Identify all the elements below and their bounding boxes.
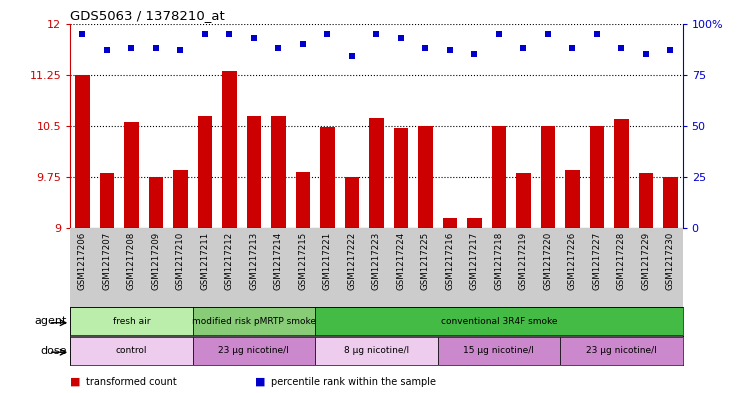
Text: 15 μg nicotine/l: 15 μg nicotine/l	[463, 346, 534, 355]
Text: GSM1217229: GSM1217229	[641, 232, 650, 290]
Text: GSM1217214: GSM1217214	[274, 232, 283, 290]
Text: dose: dose	[40, 346, 66, 356]
Bar	[315, 336, 438, 365]
Bar	[443, 218, 458, 228]
Text: GSM1217218: GSM1217218	[494, 232, 503, 290]
Text: GSM1217209: GSM1217209	[151, 232, 160, 290]
Bar	[70, 336, 193, 365]
Text: ■: ■	[255, 377, 265, 387]
Text: GDS5063 / 1378210_at: GDS5063 / 1378210_at	[70, 9, 225, 22]
Point	[77, 31, 89, 37]
Point	[224, 31, 235, 37]
Text: GSM1217210: GSM1217210	[176, 232, 184, 290]
Text: 23 μg nicotine/l: 23 μg nicotine/l	[218, 346, 289, 355]
Text: GSM1217207: GSM1217207	[103, 232, 111, 290]
Text: GSM1217211: GSM1217211	[201, 232, 210, 290]
Bar	[560, 336, 683, 365]
Bar	[590, 126, 604, 228]
Point	[517, 45, 529, 51]
Point	[664, 47, 676, 53]
Point	[395, 35, 407, 41]
Bar	[246, 116, 261, 228]
Bar	[70, 307, 193, 335]
Bar	[614, 119, 629, 228]
Text: GSM1217222: GSM1217222	[348, 232, 356, 290]
Point	[419, 45, 431, 51]
Point	[567, 45, 579, 51]
Text: GSM1217213: GSM1217213	[249, 232, 258, 290]
Point	[272, 45, 284, 51]
Text: control: control	[116, 346, 147, 355]
Text: GSM1217208: GSM1217208	[127, 232, 136, 290]
Bar	[315, 307, 683, 335]
Point	[322, 31, 334, 37]
Bar	[540, 126, 555, 228]
Text: GSM1217230: GSM1217230	[666, 232, 675, 290]
Text: ■: ■	[70, 377, 80, 387]
Text: GSM1217228: GSM1217228	[617, 232, 626, 290]
Point	[615, 45, 627, 51]
Text: GSM1217226: GSM1217226	[568, 232, 577, 290]
Text: GSM1217212: GSM1217212	[225, 232, 234, 290]
Text: conventional 3R4F smoke: conventional 3R4F smoke	[441, 317, 557, 326]
Point	[469, 51, 480, 57]
Bar	[75, 75, 90, 228]
Bar	[467, 218, 482, 228]
Bar	[173, 170, 187, 228]
Text: GSM1217220: GSM1217220	[543, 232, 552, 290]
Bar	[438, 336, 560, 365]
Point	[101, 47, 113, 53]
Point	[444, 47, 456, 53]
Text: GSM1217225: GSM1217225	[421, 232, 430, 290]
Bar	[198, 116, 213, 228]
Text: GSM1217215: GSM1217215	[298, 232, 307, 290]
Bar	[193, 336, 315, 365]
Point	[493, 31, 505, 37]
Bar	[492, 126, 506, 228]
Text: GSM1217227: GSM1217227	[593, 232, 601, 290]
Text: 8 μg nicotine/l: 8 μg nicotine/l	[344, 346, 409, 355]
Text: GSM1217221: GSM1217221	[323, 232, 332, 290]
Bar	[418, 127, 432, 228]
Point	[542, 31, 554, 37]
Point	[248, 35, 260, 41]
Point	[174, 47, 186, 53]
Point	[125, 45, 137, 51]
Bar	[320, 127, 335, 228]
Text: GSM1217223: GSM1217223	[372, 232, 381, 290]
Point	[591, 31, 603, 37]
Point	[199, 31, 211, 37]
Bar	[638, 173, 653, 228]
Point	[346, 53, 358, 59]
Text: transformed count: transformed count	[86, 377, 177, 387]
Bar	[295, 172, 310, 228]
Bar	[516, 173, 531, 228]
Point	[297, 41, 308, 47]
Text: modified risk pMRTP smoke: modified risk pMRTP smoke	[192, 317, 316, 326]
Bar	[565, 170, 580, 228]
Text: GSM1217217: GSM1217217	[470, 232, 479, 290]
Text: GSM1217206: GSM1217206	[78, 232, 87, 290]
Bar	[124, 122, 139, 228]
Bar	[393, 128, 408, 228]
Bar	[271, 116, 286, 228]
Bar	[369, 118, 384, 228]
Point	[640, 51, 652, 57]
Text: GSM1217216: GSM1217216	[446, 232, 455, 290]
Text: percentile rank within the sample: percentile rank within the sample	[271, 377, 436, 387]
Text: 23 μg nicotine/l: 23 μg nicotine/l	[586, 346, 657, 355]
Text: fresh air: fresh air	[113, 317, 150, 326]
Text: GSM1217224: GSM1217224	[396, 232, 405, 290]
Bar	[222, 71, 237, 228]
Bar	[148, 177, 163, 228]
Bar	[345, 177, 359, 228]
Bar	[663, 177, 677, 228]
Bar	[100, 173, 114, 228]
Point	[150, 45, 162, 51]
Point	[370, 31, 382, 37]
Text: GSM1217219: GSM1217219	[519, 232, 528, 290]
Bar	[193, 307, 315, 335]
Text: agent: agent	[34, 316, 66, 326]
